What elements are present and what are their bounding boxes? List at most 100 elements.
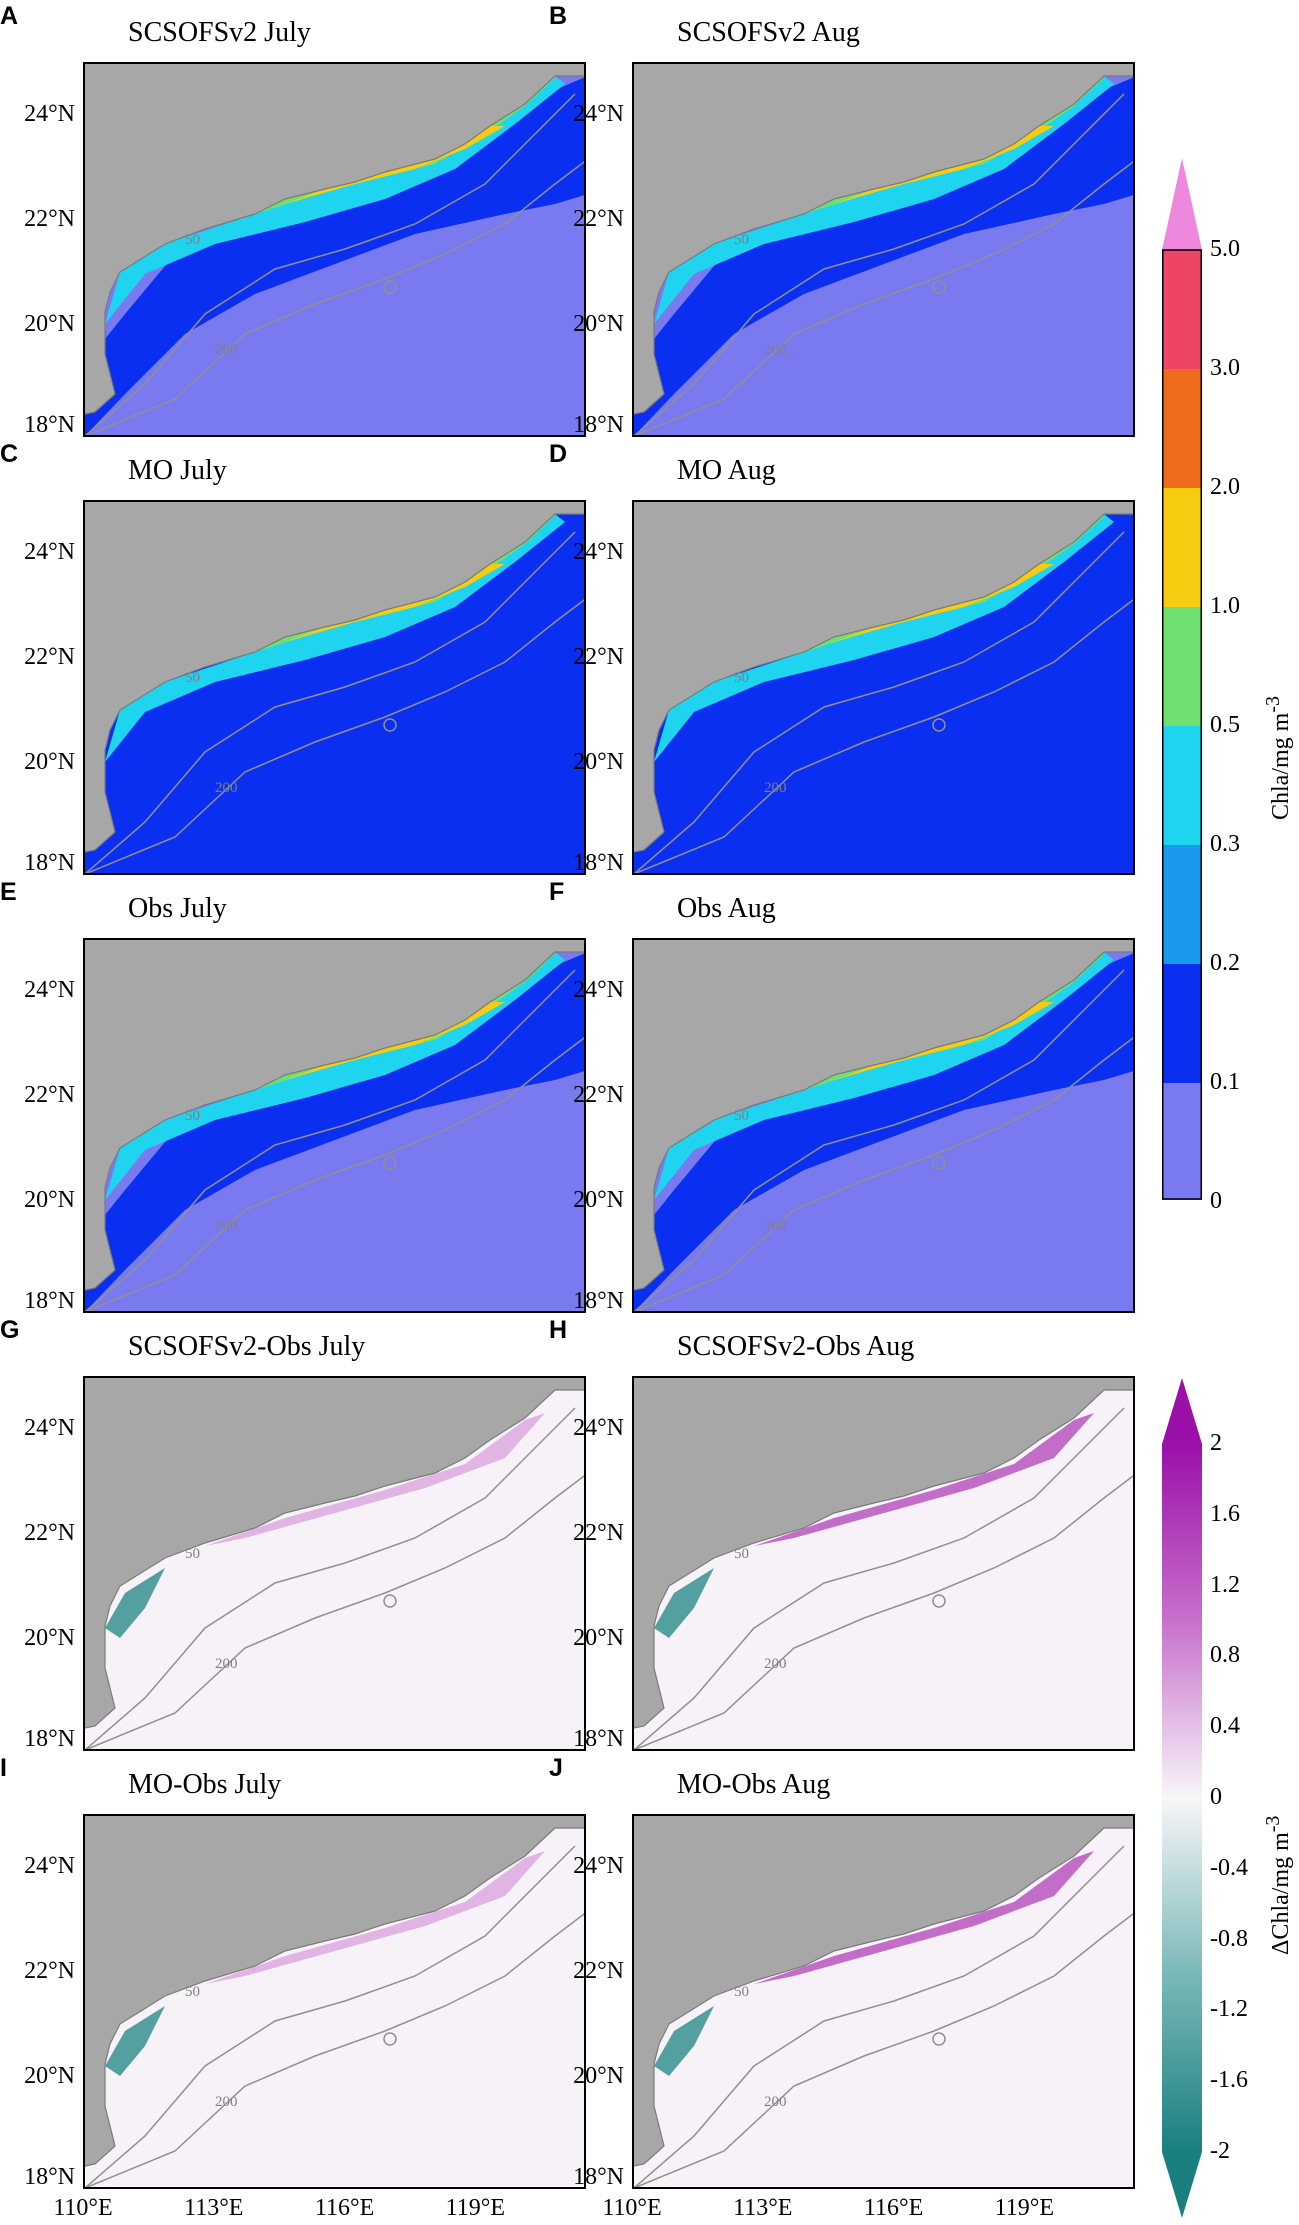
colorbar-chl-segment xyxy=(1162,845,1202,964)
lon-tick-label: 113°E xyxy=(184,2195,244,2221)
panel-title-b: SCSOFSv2 Aug xyxy=(677,17,860,48)
isobath-label-200: 200 xyxy=(215,780,238,796)
chl-band xyxy=(634,515,1133,873)
lat-tick-label: 18°N xyxy=(573,849,624,876)
lat-tick-label: 20°N xyxy=(573,2062,624,2089)
chl-band xyxy=(85,515,584,873)
island-contour xyxy=(932,280,946,294)
island-contour xyxy=(383,1594,397,1608)
island-contour xyxy=(383,1156,397,1170)
lat-tick-label: 18°N xyxy=(573,2163,624,2190)
coastline xyxy=(85,513,584,853)
isobath-label-200: 200 xyxy=(764,1656,787,1672)
lon-tick-label: 116°E xyxy=(863,2195,924,2221)
isobath-50 xyxy=(85,969,576,1311)
island-contour xyxy=(932,2032,946,2046)
isobath-50 xyxy=(85,1845,576,2187)
panel-title-i: MO-Obs July xyxy=(128,1769,282,1800)
colorbar-chl-graphic xyxy=(1162,158,1202,1200)
colorbar-diff-tick-label: 1.2 xyxy=(1210,1571,1240,1598)
lat-tick-label: 18°N xyxy=(24,849,75,876)
colorbar-chl-tick-label: 2.0 xyxy=(1210,474,1240,500)
chl-band xyxy=(85,77,584,435)
coastline xyxy=(634,951,1133,1291)
colorbar-diff xyxy=(1162,1378,1202,2218)
coastline xyxy=(634,1389,1133,1729)
map-graphic-d: 50 200 xyxy=(634,502,1133,873)
isobath-50 xyxy=(634,969,1125,1311)
lat-tick-label: 22°N xyxy=(24,1957,75,1984)
colorbar-chl-segment xyxy=(1162,369,1202,488)
lat-tick-label: 24°N xyxy=(573,538,624,565)
lat-tick-label: 18°N xyxy=(24,411,75,438)
lat-tick-label: 22°N xyxy=(573,1081,624,1108)
coastline xyxy=(634,75,1133,415)
lon-tick-label: 119°E xyxy=(445,2195,506,2221)
colorbar-chl-segment xyxy=(1162,726,1202,845)
panel-title-e: Obs July xyxy=(128,893,227,924)
colorbar-chl-tick-label: 0.3 xyxy=(1210,831,1240,857)
colorbar-chl-tick-label: 0 xyxy=(1210,1188,1222,1214)
lat-tick-label: 20°N xyxy=(573,748,624,775)
map-panel-j: 50 200 xyxy=(632,1814,1135,2189)
isobath-label-50: 50 xyxy=(734,1108,749,1124)
isobath-200 xyxy=(85,1037,584,1311)
land-area xyxy=(85,64,584,414)
isobath-label-200: 200 xyxy=(215,1656,238,1672)
panel-letter-i: I xyxy=(0,1754,7,1782)
lat-tick-label: 22°N xyxy=(24,643,75,670)
isobath-50 xyxy=(634,1407,1125,1749)
colorbar-diff-tick-label: 0.4 xyxy=(1210,1713,1240,1740)
colorbar-chl-top-arrow xyxy=(1162,158,1202,250)
panel-title-j: MO-Obs Aug xyxy=(677,1769,831,1800)
lat-tick-label: 18°N xyxy=(573,1725,624,1752)
lat-tick-label: 18°N xyxy=(24,1725,75,1752)
panel-letter-d: D xyxy=(549,440,568,468)
panel-letter-f: F xyxy=(549,878,565,906)
lon-tick-label: 116°E xyxy=(314,2195,375,2221)
lat-tick-label: 24°N xyxy=(573,1414,624,1441)
chl-band xyxy=(834,564,1054,642)
land-area xyxy=(634,1816,1133,2166)
lat-tick-label: 20°N xyxy=(24,310,75,337)
lat-tick-label: 24°N xyxy=(24,976,75,1003)
colorbar-chl-tick-label: 3.0 xyxy=(1210,355,1240,381)
lat-tick-label: 22°N xyxy=(573,1519,624,1546)
isobath-label-50: 50 xyxy=(734,232,749,248)
chl-band xyxy=(654,514,1114,762)
lat-tick-label: 18°N xyxy=(573,411,624,438)
chl-band xyxy=(105,514,565,762)
map-graphic-e: 50 200 xyxy=(85,940,584,1311)
colorbar-diff-tick-label: -0.8 xyxy=(1210,1925,1248,1952)
island-contour xyxy=(383,2032,397,2046)
coastline xyxy=(634,1827,1133,2167)
colorbar-diff-bottom-arrow xyxy=(1162,2152,1202,2218)
lat-tick-label: 20°N xyxy=(573,310,624,337)
colorbar-chl-segment xyxy=(1162,250,1202,369)
colorbar-diff-tick-label: -1.6 xyxy=(1210,2067,1248,2094)
island-contour xyxy=(932,1156,946,1170)
colorbar-chl-segment xyxy=(1162,1083,1202,1200)
colorbar-diff-tick-label: -1.2 xyxy=(1210,1996,1248,2023)
diff-band-negative xyxy=(105,2006,165,2076)
chl-band xyxy=(654,76,1114,324)
lat-tick-label: 18°N xyxy=(24,2163,75,2190)
chl-band xyxy=(285,564,505,642)
isobath-200 xyxy=(634,161,1133,435)
colorbar-chl-tick-label: 0.2 xyxy=(1210,950,1240,976)
isobath-200 xyxy=(634,1475,1133,1749)
panel-letter-g: G xyxy=(0,1316,20,1344)
colorbar-diff-tick-label: -2 xyxy=(1210,2138,1230,2164)
chl-band xyxy=(285,1002,505,1080)
isobath-label-200: 200 xyxy=(764,2094,787,2110)
panel-title-f: Obs Aug xyxy=(677,893,776,924)
map-graphic-i: 50 200 xyxy=(85,1816,584,2187)
isobath-50 xyxy=(634,1845,1125,2187)
panel-title-d: MO Aug xyxy=(677,455,776,486)
colorbar-chl-segment xyxy=(1162,488,1202,607)
colorbar-chl-segment xyxy=(1162,964,1202,1083)
lat-tick-label: 24°N xyxy=(573,1852,624,1879)
chl-band xyxy=(634,953,1133,1311)
island-contour xyxy=(932,718,946,732)
colorbar-diff-tick-label: 2 xyxy=(1210,1430,1222,1456)
